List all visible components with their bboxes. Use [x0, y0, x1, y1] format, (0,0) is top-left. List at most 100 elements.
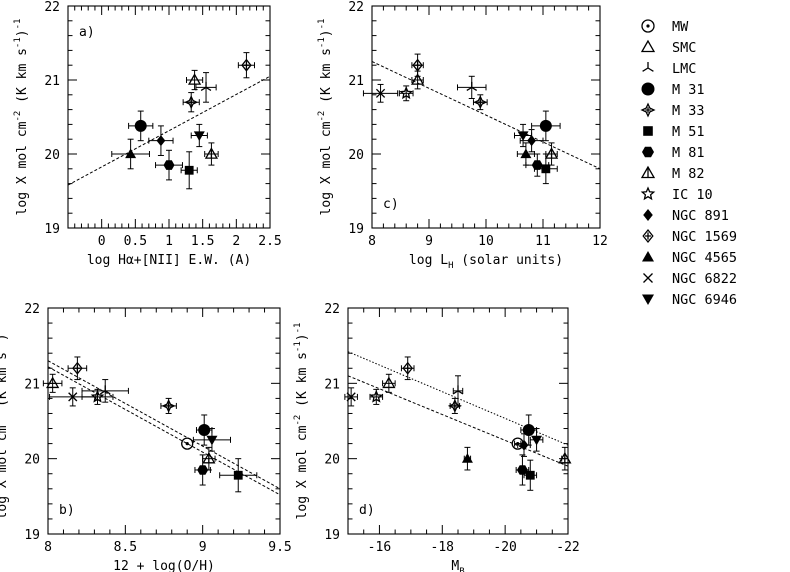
- legend-label: SMC: [672, 40, 696, 56]
- point-m-51: [219, 458, 258, 493]
- point-ngc-1569: [400, 356, 415, 381]
- point-ngc-6946: [190, 123, 208, 148]
- point-m-31: [531, 110, 561, 142]
- point-m-31: [128, 110, 154, 142]
- x-axis-label: 12 + log(O/H): [113, 559, 215, 572]
- point-m-51: [523, 459, 538, 491]
- point-ic-10: [369, 388, 384, 405]
- legend-item-m-81: M 81: [642, 145, 705, 161]
- legend-marker: [642, 251, 654, 262]
- point-m-51: [180, 151, 198, 190]
- point-mw: [181, 437, 194, 450]
- y-tick-label: 19: [44, 222, 60, 237]
- y-tick-label: 22: [24, 302, 40, 317]
- y-tick-label: 21: [44, 74, 60, 89]
- y-tick-label: 19: [348, 222, 364, 237]
- legend-label: NGC 1569: [672, 229, 737, 245]
- legend-item-ngc-6946: NGC 6946: [642, 292, 737, 308]
- legend-label: LMC: [672, 61, 696, 77]
- legend-item-lmc: LMC: [642, 61, 696, 77]
- point-m-33: [160, 397, 177, 414]
- point-ngc-6946: [192, 428, 232, 452]
- plot-frame: [371, 5, 601, 229]
- y-tick-label: 20: [24, 453, 40, 468]
- point-lmc: [195, 72, 217, 103]
- point-ngc-4565: [111, 138, 150, 170]
- x-axis-label: MB: [451, 559, 464, 572]
- point-ic-10: [81, 388, 114, 405]
- point-ngc-891: [148, 125, 174, 156]
- y-tick-label: 22: [348, 0, 364, 15]
- legend-label: M 81: [672, 145, 705, 161]
- legend-label: NGC 6822: [672, 271, 737, 287]
- legend-marker: [642, 294, 654, 305]
- panel-d: -16 -18 -20 -22 19 20 21 22 MB log X mol cm-2​ (K…: [293, 302, 580, 572]
- x-tick-label: 1: [165, 234, 173, 249]
- legend-marker: [642, 62, 654, 72]
- x-tick-label: 10: [478, 234, 494, 249]
- legend-marker: [643, 209, 653, 221]
- x-tick-label: 1.5: [191, 234, 214, 249]
- legend-label: MW: [672, 19, 689, 35]
- legend-label: IC 10: [672, 187, 713, 203]
- point-m-82: [204, 142, 219, 166]
- x-axis-label: log LH (solar units): [409, 253, 563, 271]
- x-tick-label: -22: [556, 540, 579, 555]
- plot-frame: [47, 307, 281, 535]
- panel-label: b): [59, 503, 75, 518]
- plot-frame: [347, 307, 569, 535]
- x-tick-label: 9: [425, 234, 433, 249]
- x-tick-label: 8: [44, 540, 52, 555]
- legend-marker: [643, 126, 653, 136]
- legend-marker: [640, 186, 656, 201]
- plot-frame: [67, 5, 271, 229]
- y-axis-label: log X mol cm-2​ (K km s-1​)-1​: [317, 19, 334, 216]
- point-lmc: [81, 379, 129, 403]
- y-tick-label: 21: [324, 377, 340, 392]
- point-ngc-6822: [344, 387, 358, 407]
- legend-item-ngc-6822: NGC 6822: [643, 271, 737, 287]
- x-tick-label: 2: [232, 234, 240, 249]
- legend-item-m-33: M 33: [640, 102, 705, 119]
- x-tick-label: 8.5: [114, 540, 137, 555]
- y-tick-label: 21: [348, 74, 364, 89]
- x-axis-label: log Hα+[NII] E.W. (A): [87, 253, 251, 268]
- legend-item-ngc-891: NGC 891: [643, 208, 729, 224]
- y-tick-label: 21: [24, 377, 40, 392]
- legend-item-mw: MW: [641, 19, 689, 35]
- legend-label: M 51: [672, 124, 705, 140]
- legend-label: NGC 891: [672, 208, 729, 224]
- point-m-81: [515, 454, 530, 486]
- point-m-81: [155, 149, 183, 181]
- legend-label: M 82: [672, 166, 705, 182]
- legend-label: NGC 6946: [672, 292, 737, 308]
- legend-label: NGC 4565: [672, 250, 737, 266]
- panel-b: 8 8.5 9 9.5 19 20 21 22 12 + log(O/H) log X mol c…: [0, 302, 292, 572]
- legend-item-m-51: M 51: [643, 124, 705, 140]
- point-ngc-1569: [237, 52, 256, 79]
- fit-line-1: [48, 360, 280, 490]
- y-tick-label: 20: [348, 148, 364, 163]
- x-tick-label: 8: [368, 234, 376, 249]
- legend-marker: [640, 165, 656, 179]
- legend-item-smc: SMC: [640, 39, 696, 56]
- legend-item-ngc-1569: NGC 1569: [642, 228, 737, 245]
- y-tick-label: 19: [324, 528, 340, 543]
- y-tick-label: 20: [44, 148, 60, 163]
- x-tick-label: 0.5: [124, 234, 147, 249]
- y-tick-label: 20: [324, 453, 340, 468]
- y-tick-label: 22: [324, 302, 340, 317]
- point-m-33: [472, 94, 488, 111]
- x-tick-label: 9.5: [268, 540, 291, 555]
- legend-item-m-31: M 31: [641, 82, 705, 98]
- legend-marker: [643, 273, 653, 283]
- x-tick-label: 11: [535, 234, 551, 249]
- point-smc: [186, 69, 204, 91]
- legend-marker: [642, 146, 654, 158]
- x-tick-label: -18: [431, 540, 454, 555]
- point-m-82: [202, 446, 216, 471]
- legend: MW SMC LMC M 31 M 33 M 51 M 81 M 82 IC 10 NGC 891…: [640, 19, 737, 308]
- legend-item-ngc-4565: NGC 4565: [642, 250, 737, 266]
- legend-item-ic-10: IC 10: [640, 186, 713, 203]
- x-tick-label: 2.5: [258, 234, 281, 249]
